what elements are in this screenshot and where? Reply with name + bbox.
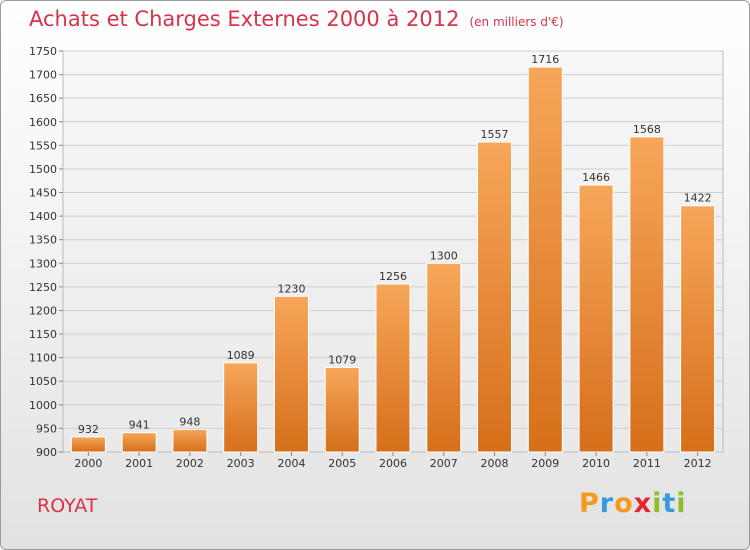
value-label-2001: 941 bbox=[129, 419, 150, 432]
y-tick-label-1250: 1250 bbox=[29, 281, 57, 294]
y-tick-label-1400: 1400 bbox=[29, 210, 57, 223]
bar-2010 bbox=[578, 184, 614, 453]
y-tick-label-1150: 1150 bbox=[29, 328, 57, 341]
value-label-2011: 1568 bbox=[633, 123, 661, 136]
x-tick-label-2012: 2012 bbox=[684, 457, 712, 470]
y-tick-label-1550: 1550 bbox=[29, 139, 57, 152]
x-tick-label-2008: 2008 bbox=[481, 457, 509, 470]
value-label-2007: 1300 bbox=[430, 249, 458, 262]
x-tick-label-2004: 2004 bbox=[277, 457, 305, 470]
y-tick-label-900: 900 bbox=[36, 446, 57, 459]
x-tick-label-2000: 2000 bbox=[74, 457, 102, 470]
y-tick-label-1200: 1200 bbox=[29, 304, 57, 317]
y-tick-label-1050: 1050 bbox=[29, 375, 57, 388]
x-tick-label-2009: 2009 bbox=[531, 457, 559, 470]
chart-title-text: Achats et Charges Externes 2000 à 2012 bbox=[29, 7, 460, 31]
y-tick-label-1650: 1650 bbox=[29, 92, 57, 105]
bar-2002 bbox=[172, 428, 208, 453]
logo-letter: i bbox=[676, 488, 687, 519]
x-tick-label-2002: 2002 bbox=[176, 457, 204, 470]
bar-2012 bbox=[680, 205, 716, 453]
y-tick-label-1350: 1350 bbox=[29, 234, 57, 247]
y-axis-ticks: 900 950 1000 1050 1100 1150 1200 1250 1300 1350 14… bbox=[29, 45, 63, 459]
value-label-2008: 1557 bbox=[481, 128, 509, 141]
bar-2004 bbox=[273, 295, 309, 453]
y-tick-label-1100: 1100 bbox=[29, 352, 57, 365]
value-label-2002: 948 bbox=[179, 415, 200, 428]
x-tick-label-2010: 2010 bbox=[582, 457, 610, 470]
y-tick-label-1450: 1450 bbox=[29, 187, 57, 200]
y-tick-label-1500: 1500 bbox=[29, 163, 57, 176]
bar-2008 bbox=[477, 141, 513, 453]
bar-2005 bbox=[324, 367, 360, 453]
bar-2007 bbox=[426, 262, 462, 453]
x-tick-label-2006: 2006 bbox=[379, 457, 407, 470]
value-label-2005: 1079 bbox=[328, 354, 356, 367]
bar-2006 bbox=[375, 283, 411, 453]
logo-letter: t bbox=[662, 488, 677, 519]
chart-subtitle: (en milliers d'€) bbox=[469, 15, 564, 29]
data-labels: 932 941 948 1089 1230 1079 1256 1300 1557 1716 146… bbox=[78, 53, 712, 436]
y-tick-label-950: 950 bbox=[36, 422, 57, 435]
proxiti-logo[interactable]: Proxiti bbox=[579, 488, 687, 519]
logo-letter: x bbox=[633, 488, 653, 519]
x-axis-ticks: 2000 2001 2002 2003 2004 2005 2006 2007 2008 2009… bbox=[74, 452, 712, 470]
x-tick-label-2001: 2001 bbox=[125, 457, 153, 470]
y-tick-label-1600: 1600 bbox=[29, 116, 57, 129]
value-label-2006: 1256 bbox=[379, 270, 407, 283]
y-tick-label-1000: 1000 bbox=[29, 399, 57, 412]
value-label-2010: 1466 bbox=[582, 171, 610, 184]
x-tick-label-2005: 2005 bbox=[328, 457, 356, 470]
x-tick-label-2007: 2007 bbox=[430, 457, 458, 470]
location-label: ROYAT bbox=[37, 495, 98, 517]
logo-letter: P bbox=[579, 488, 600, 519]
y-tick-label-1700: 1700 bbox=[29, 69, 57, 82]
value-label-2000: 932 bbox=[78, 423, 99, 436]
y-tick-label-1300: 1300 bbox=[29, 257, 57, 270]
bar-2003 bbox=[223, 362, 259, 453]
x-tick-label-2011: 2011 bbox=[633, 457, 661, 470]
value-label-2009: 1716 bbox=[531, 53, 559, 66]
bar-2011 bbox=[629, 136, 665, 453]
bar-2000 bbox=[70, 436, 106, 453]
value-label-2012: 1422 bbox=[684, 192, 712, 205]
logo-letter: r bbox=[599, 488, 615, 519]
value-label-2004: 1230 bbox=[277, 282, 305, 295]
logo-letter: i bbox=[652, 488, 663, 519]
y-tick-label-1750: 1750 bbox=[29, 45, 57, 58]
chart-title: Achats et Charges Externes 2000 à 2012 (e… bbox=[29, 7, 564, 31]
bar-2009 bbox=[527, 66, 563, 453]
bar-2001 bbox=[121, 432, 157, 453]
value-label-2003: 1089 bbox=[227, 349, 255, 362]
x-tick-label-2003: 2003 bbox=[227, 457, 255, 470]
logo-letter: o bbox=[614, 488, 634, 519]
